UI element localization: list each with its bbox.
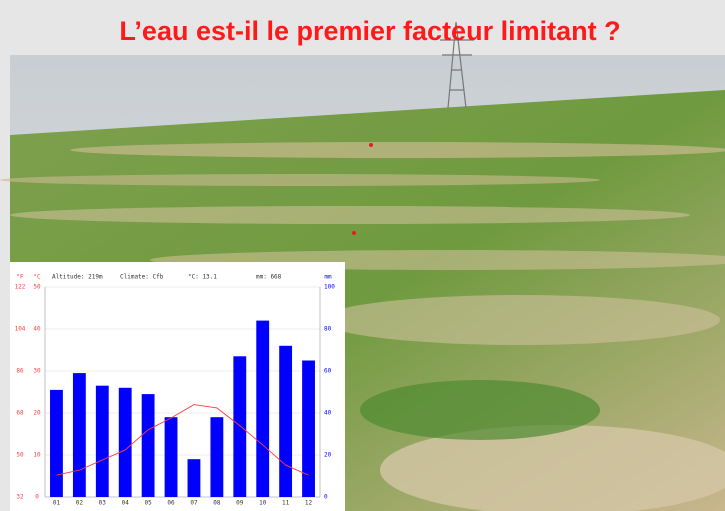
x-tick-label: 06 (167, 500, 175, 507)
y-tick-label: 40 (324, 410, 332, 417)
y-tick-label: 100 (324, 284, 335, 291)
y2-tick-label: 0 (35, 494, 39, 501)
page: L’eau est-il le premier facteur limitant… (0, 0, 725, 511)
y3-tick-label: 50 (16, 452, 24, 459)
bar (210, 417, 223, 497)
climate-chart: Altitude: 219m Climate: Cfb °C: 13.1 mm: 66… (10, 262, 345, 511)
bar (188, 459, 201, 497)
unit-label: mm (324, 274, 332, 281)
y-tick-label: 0 (324, 494, 328, 501)
x-tick-label: 03 (99, 500, 107, 507)
y3-tick-label: 122 (15, 284, 26, 291)
bar (256, 321, 269, 497)
y-tick-label: 80 (324, 326, 332, 333)
slide: L’eau est-il le premier facteur limitant… (0, 0, 725, 511)
bar (50, 390, 63, 497)
bar (96, 386, 109, 497)
x-tick-label: 08 (213, 500, 221, 507)
bar (279, 346, 292, 497)
bar (165, 417, 178, 497)
y3-tick-label: 104 (15, 326, 26, 333)
y2-tick-label: 10 (33, 452, 41, 459)
y3-tick-label: 32 (16, 494, 24, 501)
y2-tick-label: 30 (33, 368, 41, 375)
y2-tick-label: 20 (33, 410, 41, 417)
x-tick-label: 11 (282, 500, 290, 507)
x-tick-label: 01 (53, 500, 61, 507)
bar (233, 356, 246, 497)
x-tick-label: 07 (190, 500, 198, 507)
x-tick-label: 04 (122, 500, 130, 507)
chart-header: °C: 13.1 (188, 274, 217, 281)
y3-tick-label: 86 (16, 368, 24, 375)
chart-header: Climate: Cfb (120, 274, 164, 281)
chart-header: mm: 668 (256, 274, 282, 281)
y2-tick-label: 50 (33, 284, 41, 291)
bar (142, 394, 155, 497)
unit-label: °C (33, 274, 41, 281)
bar (302, 361, 315, 498)
x-tick-label: 10 (259, 500, 267, 507)
y2-tick-label: 40 (33, 326, 41, 333)
x-tick-label: 02 (76, 500, 84, 507)
unit-label: °F (16, 274, 24, 281)
bar (73, 373, 86, 497)
y-tick-label: 60 (324, 368, 332, 375)
x-tick-label: 12 (305, 500, 313, 507)
y3-tick-label: 68 (16, 410, 24, 417)
chart-header: Altitude: 219m (52, 274, 103, 281)
bar (119, 388, 132, 497)
x-tick-label: 05 (145, 500, 153, 507)
x-tick-label: 09 (236, 500, 244, 507)
slide-title: L’eau est-il le premier facteur limitant… (119, 16, 620, 46)
y-tick-label: 20 (324, 452, 332, 459)
